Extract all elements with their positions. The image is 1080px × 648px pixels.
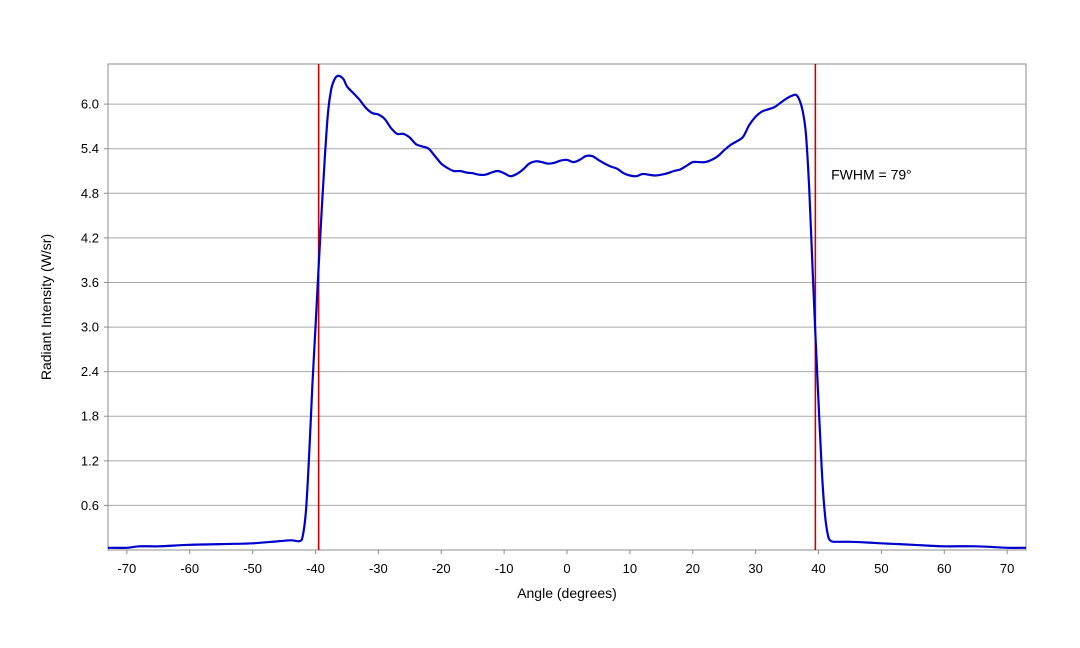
x-tick-label: -20 [432,561,451,576]
x-tick-label: -50 [243,561,262,576]
y-tick-label: 1.2 [81,453,99,468]
x-tick-label: 50 [874,561,888,576]
x-tick-label: 30 [748,561,762,576]
y-axis-ticks: 0.6 1.2 1.8 2.4 3.0 3.6 4.2 4.8 5.4 6.0 [81,97,108,513]
x-tick-label: 20 [686,561,700,576]
x-tick-label: -10 [495,561,514,576]
fwhm-annotation: FWHM = 79° [831,167,912,183]
x-tick-label: 70 [1000,561,1014,576]
reference-lines [317,64,817,550]
x-tick-label: -40 [306,561,325,576]
y-axis-title: Radiant Intensity (W/sr) [38,234,54,380]
x-tick-label: 10 [623,561,637,576]
grid-lines [108,103,1026,506]
x-tick-label: 60 [937,561,951,576]
y-tick-label: 0.6 [81,498,99,513]
x-axis-ticks: -70 -60 -50 -40 -30 -20 -10 0 10 20 30 40 50 60 70 [117,550,1014,576]
intensity-series-line [107,74,1027,549]
series-layer [107,74,1027,549]
y-tick-label: 3.0 [81,320,99,335]
y-tick-label: 4.2 [81,230,99,245]
y-tick-label: 6.0 [81,97,99,112]
y-tick-label: 4.8 [81,186,99,201]
y-tick-label: 1.8 [81,409,99,424]
x-tick-label: -60 [180,561,199,576]
x-tick-label: -70 [117,561,136,576]
x-axis-title: Angle (degrees) [517,585,617,601]
x-tick-label: 40 [811,561,825,576]
x-tick-label: 0 [563,561,570,576]
x-tick-label: -30 [369,561,388,576]
y-tick-label: 5.4 [81,141,99,156]
y-tick-label: 3.6 [81,275,99,290]
y-tick-label: 2.4 [81,364,99,379]
